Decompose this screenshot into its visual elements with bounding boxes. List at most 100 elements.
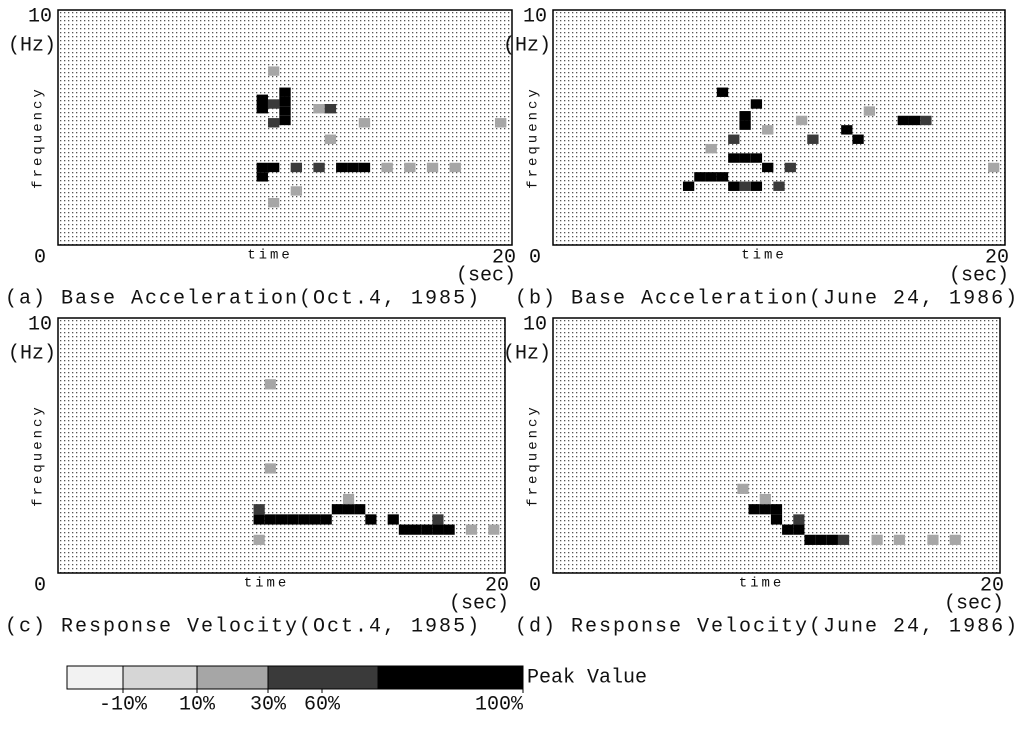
cell <box>852 135 863 144</box>
cell <box>737 484 748 494</box>
cell <box>739 182 750 191</box>
cell <box>279 106 290 115</box>
cell <box>325 135 336 144</box>
cell <box>321 514 332 524</box>
cell <box>268 99 279 108</box>
cell <box>927 535 938 545</box>
cell <box>257 95 268 104</box>
colorbar-tick-label: 100% <box>475 693 524 716</box>
cell <box>265 463 276 473</box>
cell <box>257 172 268 181</box>
cell <box>444 525 455 535</box>
cell <box>359 118 370 127</box>
cell <box>838 535 849 545</box>
cell <box>751 182 762 191</box>
cell <box>762 125 773 134</box>
cell <box>268 118 279 127</box>
caption: (d) Response Velocity(June 24, 1986) <box>515 615 1019 638</box>
cell <box>279 116 290 125</box>
cell <box>466 525 477 535</box>
colorbar-segment <box>378 666 523 689</box>
cell <box>432 514 443 524</box>
cell <box>816 535 827 545</box>
cell <box>871 535 882 545</box>
cell <box>728 153 739 162</box>
colorbar-tick-label: 60% <box>304 693 341 716</box>
cell <box>359 163 370 172</box>
y-tick-label: 10 <box>523 313 547 336</box>
cell <box>365 514 376 524</box>
cell <box>347 163 358 172</box>
cell <box>717 88 728 97</box>
cell <box>706 172 717 181</box>
cell <box>751 153 762 162</box>
cell <box>450 163 461 172</box>
colorbar-segment <box>123 666 197 689</box>
y-unit: (Hz) <box>503 342 551 365</box>
plot-area <box>553 10 1005 245</box>
cell <box>762 163 773 172</box>
colorbar-tick-label: 30% <box>250 693 287 716</box>
cell <box>432 525 443 535</box>
colorbar-segment <box>197 666 268 689</box>
cell <box>254 535 265 545</box>
y-tick-label: 10 <box>28 5 52 28</box>
y-tick-label: 10 <box>28 313 52 336</box>
colorbar-label: Peak Value <box>527 666 647 689</box>
cell <box>268 163 279 172</box>
caption: (a) Base Acceleration(Oct.4, 1985) <box>5 287 481 310</box>
x-axis-label: time <box>247 248 293 264</box>
cell <box>495 118 506 127</box>
y-tick-label: 10 <box>523 5 547 28</box>
cell <box>728 182 739 191</box>
x-tick-label: 0 <box>34 246 46 269</box>
cell <box>309 514 320 524</box>
x-unit: (sec) <box>449 592 509 615</box>
plot-area <box>58 10 512 245</box>
cell <box>796 116 807 125</box>
cell <box>793 514 804 524</box>
cell <box>287 514 298 524</box>
cell <box>399 525 410 535</box>
colorbar-tick-label: 10% <box>179 693 216 716</box>
cell <box>291 186 302 195</box>
cell <box>332 504 343 514</box>
cell <box>381 163 392 172</box>
cell <box>683 182 694 191</box>
cell <box>257 163 268 172</box>
x-axis-label: time <box>244 576 290 592</box>
cell <box>864 106 875 115</box>
colorbar-segment <box>268 666 378 689</box>
cell <box>751 99 762 108</box>
cell <box>427 163 438 172</box>
cell <box>739 153 750 162</box>
cell <box>354 504 365 514</box>
cell <box>313 104 324 113</box>
cell <box>988 163 999 172</box>
cell <box>771 514 782 524</box>
cell <box>265 514 276 524</box>
cell <box>410 525 421 535</box>
cell <box>325 104 336 113</box>
cell <box>265 379 276 389</box>
cell <box>291 163 302 172</box>
x-unit: (sec) <box>944 592 1004 615</box>
cell <box>268 198 279 207</box>
cell <box>898 116 909 125</box>
cell <box>254 514 265 524</box>
x-tick-label: 0 <box>529 246 541 269</box>
cell <box>793 525 804 535</box>
cell <box>276 514 287 524</box>
y-axis-label: frequency <box>31 86 47 189</box>
cell <box>706 144 717 153</box>
cell <box>343 494 354 504</box>
cell <box>717 172 728 181</box>
colorbar-tick-label: -10% <box>99 693 148 716</box>
cell <box>760 504 771 514</box>
cell <box>804 535 815 545</box>
cell <box>909 116 920 125</box>
cell <box>257 104 268 113</box>
cell <box>313 163 324 172</box>
colorbar-segment <box>67 666 123 689</box>
cell <box>279 88 290 97</box>
